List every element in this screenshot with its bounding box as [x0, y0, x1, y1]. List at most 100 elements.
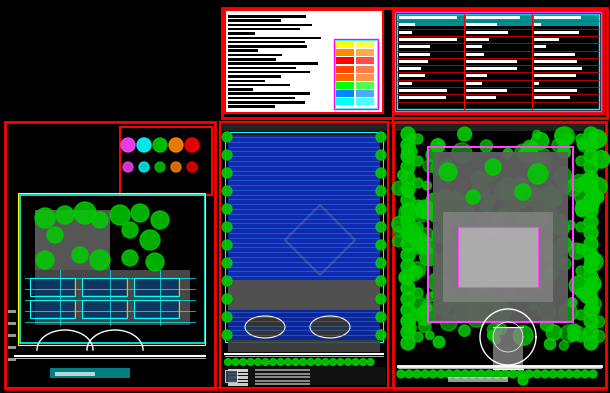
Bar [466, 45, 482, 48]
Bar [458, 227, 538, 287]
Bar [135, 301, 178, 317]
Circle shape [270, 358, 276, 365]
Circle shape [146, 253, 164, 271]
Circle shape [520, 148, 531, 159]
Circle shape [402, 314, 415, 328]
Circle shape [392, 216, 408, 232]
Bar [228, 62, 318, 65]
Bar [20, 195, 205, 343]
Bar [534, 45, 546, 48]
Circle shape [401, 226, 415, 240]
Circle shape [527, 154, 543, 169]
Circle shape [558, 224, 569, 235]
Circle shape [545, 266, 558, 280]
Circle shape [36, 251, 54, 269]
Circle shape [413, 370, 421, 378]
Circle shape [438, 189, 451, 202]
Circle shape [427, 204, 445, 221]
Circle shape [401, 215, 415, 229]
Circle shape [554, 127, 571, 144]
Bar [336, 41, 354, 48]
Bar [534, 67, 583, 70]
Circle shape [558, 145, 569, 156]
Bar [534, 23, 541, 26]
Circle shape [559, 258, 571, 270]
Circle shape [222, 204, 232, 214]
Circle shape [417, 237, 435, 255]
Circle shape [407, 134, 415, 143]
Bar [334, 39, 378, 109]
Circle shape [533, 157, 551, 176]
Circle shape [367, 358, 374, 365]
Bar [534, 96, 570, 99]
Circle shape [485, 159, 501, 175]
Circle shape [262, 358, 269, 365]
Circle shape [376, 330, 386, 340]
Circle shape [420, 228, 434, 242]
Circle shape [459, 325, 470, 336]
Circle shape [153, 138, 167, 152]
Circle shape [567, 324, 580, 336]
Circle shape [492, 336, 500, 344]
Bar [534, 89, 577, 92]
Circle shape [413, 178, 423, 188]
Bar [433, 152, 568, 322]
Circle shape [401, 281, 415, 295]
Circle shape [376, 276, 386, 286]
Circle shape [584, 303, 598, 317]
Bar [228, 383, 248, 386]
Bar [228, 105, 274, 108]
Circle shape [517, 370, 525, 378]
Circle shape [376, 168, 386, 178]
Circle shape [515, 184, 531, 200]
Circle shape [403, 187, 413, 198]
Bar [255, 380, 310, 382]
Circle shape [454, 207, 472, 225]
Circle shape [507, 198, 517, 208]
Circle shape [421, 370, 429, 378]
Circle shape [433, 297, 451, 315]
Circle shape [554, 215, 567, 228]
Circle shape [403, 321, 416, 334]
Bar [399, 67, 421, 70]
Bar [534, 53, 575, 55]
Bar [228, 84, 290, 86]
Bar [5, 122, 215, 388]
Circle shape [584, 215, 598, 229]
Circle shape [415, 238, 430, 253]
Circle shape [584, 182, 598, 196]
Circle shape [401, 259, 415, 273]
Circle shape [505, 198, 515, 209]
Circle shape [277, 358, 284, 365]
Circle shape [90, 250, 110, 270]
Circle shape [411, 232, 428, 249]
Circle shape [405, 370, 413, 378]
Bar [31, 301, 74, 317]
Circle shape [352, 358, 359, 365]
Circle shape [559, 303, 578, 322]
Circle shape [576, 206, 587, 217]
Bar [399, 45, 429, 48]
Circle shape [537, 240, 555, 258]
Circle shape [426, 193, 443, 210]
Circle shape [584, 292, 598, 306]
Circle shape [392, 235, 404, 247]
Circle shape [122, 250, 138, 266]
Bar [399, 23, 415, 26]
Circle shape [437, 370, 445, 378]
Circle shape [222, 330, 232, 340]
Bar [228, 97, 295, 99]
Circle shape [592, 191, 604, 203]
Circle shape [401, 127, 415, 141]
Circle shape [533, 148, 551, 166]
Circle shape [518, 375, 528, 385]
Circle shape [576, 134, 586, 144]
Bar [466, 89, 508, 92]
Circle shape [418, 320, 431, 332]
Circle shape [429, 370, 437, 378]
Circle shape [584, 314, 598, 328]
Bar [458, 227, 538, 287]
Bar [428, 147, 573, 322]
Circle shape [546, 325, 561, 340]
Circle shape [475, 296, 488, 310]
